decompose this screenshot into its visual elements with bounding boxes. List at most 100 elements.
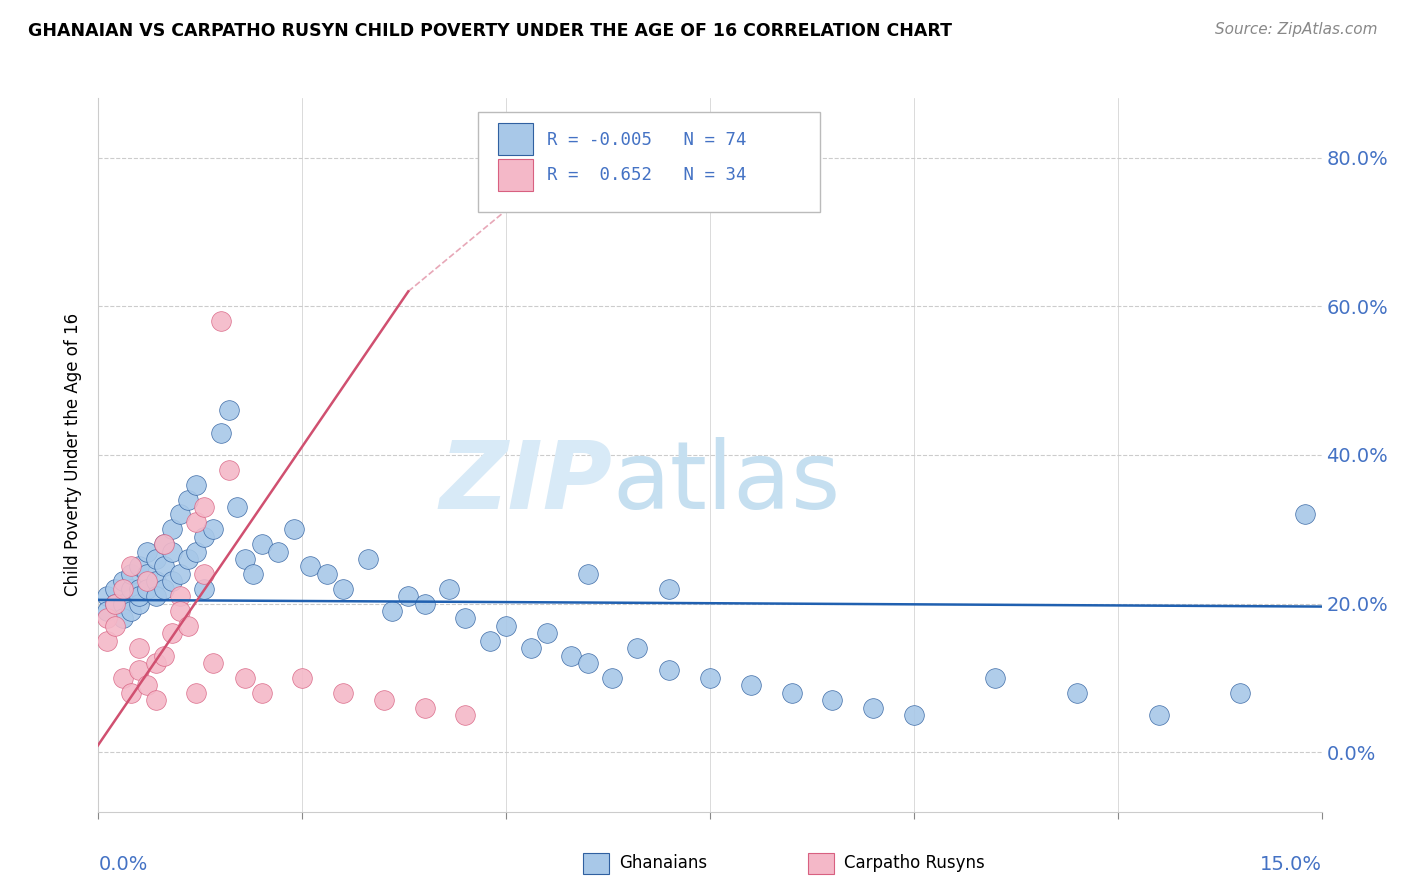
Point bbox=[104, 619, 127, 633]
Point bbox=[186, 477, 208, 491]
Point bbox=[193, 500, 215, 514]
Point bbox=[780, 686, 803, 700]
Point bbox=[169, 589, 191, 603]
FancyBboxPatch shape bbox=[478, 112, 820, 212]
Point bbox=[145, 589, 167, 603]
Point bbox=[315, 566, 337, 581]
Point bbox=[396, 589, 419, 603]
Point bbox=[152, 537, 174, 551]
Point bbox=[152, 648, 174, 663]
Point bbox=[186, 686, 208, 700]
Point bbox=[120, 604, 142, 618]
Text: 15.0%: 15.0% bbox=[1260, 855, 1322, 873]
Point bbox=[145, 693, 167, 707]
Point bbox=[152, 582, 174, 596]
Point bbox=[120, 686, 142, 700]
Point bbox=[111, 671, 134, 685]
Point bbox=[177, 492, 200, 507]
Text: Carpatho Rusyns: Carpatho Rusyns bbox=[844, 855, 984, 872]
Point bbox=[576, 656, 599, 670]
Point bbox=[104, 597, 127, 611]
Point bbox=[413, 597, 436, 611]
Point bbox=[160, 574, 183, 589]
Point bbox=[626, 641, 648, 656]
Point bbox=[96, 589, 118, 603]
Point bbox=[478, 633, 501, 648]
Point bbox=[413, 700, 436, 714]
Text: 0.0%: 0.0% bbox=[98, 855, 148, 873]
Point bbox=[128, 589, 150, 603]
Point bbox=[1147, 708, 1170, 723]
Point bbox=[186, 515, 208, 529]
Point bbox=[111, 597, 134, 611]
Point bbox=[120, 582, 142, 596]
Point bbox=[201, 656, 224, 670]
Point bbox=[111, 574, 134, 589]
Point bbox=[193, 566, 215, 581]
Point bbox=[193, 582, 215, 596]
Point bbox=[356, 552, 378, 566]
FancyBboxPatch shape bbox=[498, 123, 533, 155]
Point bbox=[218, 403, 240, 417]
Point bbox=[984, 671, 1007, 685]
Point bbox=[576, 566, 599, 581]
Point bbox=[128, 597, 150, 611]
Point bbox=[495, 619, 517, 633]
Y-axis label: Child Poverty Under the Age of 16: Child Poverty Under the Age of 16 bbox=[65, 313, 83, 597]
Point bbox=[152, 559, 174, 574]
Point bbox=[136, 678, 159, 692]
Point bbox=[437, 582, 460, 596]
Point bbox=[740, 678, 762, 692]
Point bbox=[193, 530, 215, 544]
Point bbox=[136, 566, 159, 581]
Point bbox=[145, 656, 167, 670]
Point bbox=[699, 671, 721, 685]
Text: ZIP: ZIP bbox=[439, 437, 612, 530]
Point bbox=[600, 671, 623, 685]
Point bbox=[226, 500, 249, 514]
Point bbox=[145, 552, 167, 566]
Point bbox=[96, 633, 118, 648]
Point bbox=[218, 463, 240, 477]
FancyBboxPatch shape bbox=[498, 159, 533, 191]
Point bbox=[299, 559, 322, 574]
Point bbox=[903, 708, 925, 723]
Point bbox=[250, 537, 273, 551]
Point bbox=[145, 574, 167, 589]
Point bbox=[169, 508, 191, 522]
Point bbox=[821, 693, 844, 707]
Point bbox=[332, 582, 354, 596]
Point bbox=[658, 664, 681, 678]
Point bbox=[862, 700, 884, 714]
Point bbox=[1229, 686, 1251, 700]
Point bbox=[267, 544, 290, 558]
Point bbox=[120, 566, 142, 581]
Point bbox=[1066, 686, 1088, 700]
Point bbox=[242, 566, 264, 581]
Point bbox=[96, 611, 118, 625]
Point bbox=[291, 671, 314, 685]
Point bbox=[128, 582, 150, 596]
Point bbox=[104, 582, 127, 596]
Point bbox=[120, 559, 142, 574]
Point bbox=[209, 314, 232, 328]
Point bbox=[111, 611, 134, 625]
Text: atlas: atlas bbox=[612, 437, 841, 530]
Text: GHANAIAN VS CARPATHO RUSYN CHILD POVERTY UNDER THE AGE OF 16 CORRELATION CHART: GHANAIAN VS CARPATHO RUSYN CHILD POVERTY… bbox=[28, 22, 952, 40]
Point bbox=[186, 544, 208, 558]
Text: Ghanaians: Ghanaians bbox=[619, 855, 707, 872]
Point bbox=[104, 597, 127, 611]
Point bbox=[128, 641, 150, 656]
Point bbox=[169, 604, 191, 618]
Point bbox=[96, 604, 118, 618]
Point bbox=[128, 664, 150, 678]
Point bbox=[177, 619, 200, 633]
Point bbox=[160, 626, 183, 640]
Point bbox=[136, 582, 159, 596]
Point bbox=[136, 544, 159, 558]
Point bbox=[454, 708, 477, 723]
Point bbox=[152, 537, 174, 551]
Point bbox=[658, 582, 681, 596]
Point bbox=[519, 641, 541, 656]
Point bbox=[177, 552, 200, 566]
